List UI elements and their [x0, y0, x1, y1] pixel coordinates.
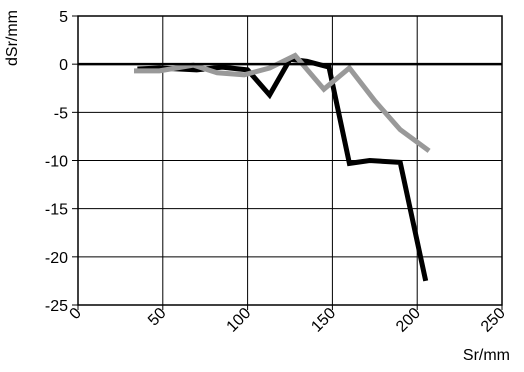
y-tick-label: 5 — [59, 9, 68, 26]
x-tick-label: 150 — [308, 305, 339, 336]
tick-labels: 50-5-10-15-20-250 50 100 150 200 250 — [45, 9, 509, 336]
y-tick-label: -20 — [45, 250, 68, 267]
series-line-1 — [137, 56, 429, 282]
y-tick-label: -10 — [45, 154, 68, 171]
x-tick-label: 50 — [145, 305, 170, 330]
y-tick-label: -5 — [54, 105, 68, 122]
series-group — [134, 52, 431, 282]
x-tick-label: 100 — [224, 305, 255, 336]
series-line-2 — [134, 52, 431, 153]
x-tick-label: 250 — [478, 305, 509, 336]
y-tick-label: 0 — [59, 57, 68, 74]
y-tick-label: -15 — [45, 202, 68, 219]
y-axis-title: dSr/mm — [4, 10, 21, 66]
x-axis-title: Sr/mm — [463, 347, 510, 364]
x-tick-label: 0 — [67, 305, 85, 323]
axes — [72, 15, 503, 310]
x-tick-label: 200 — [393, 305, 424, 336]
y-tick-label: -25 — [45, 298, 68, 315]
